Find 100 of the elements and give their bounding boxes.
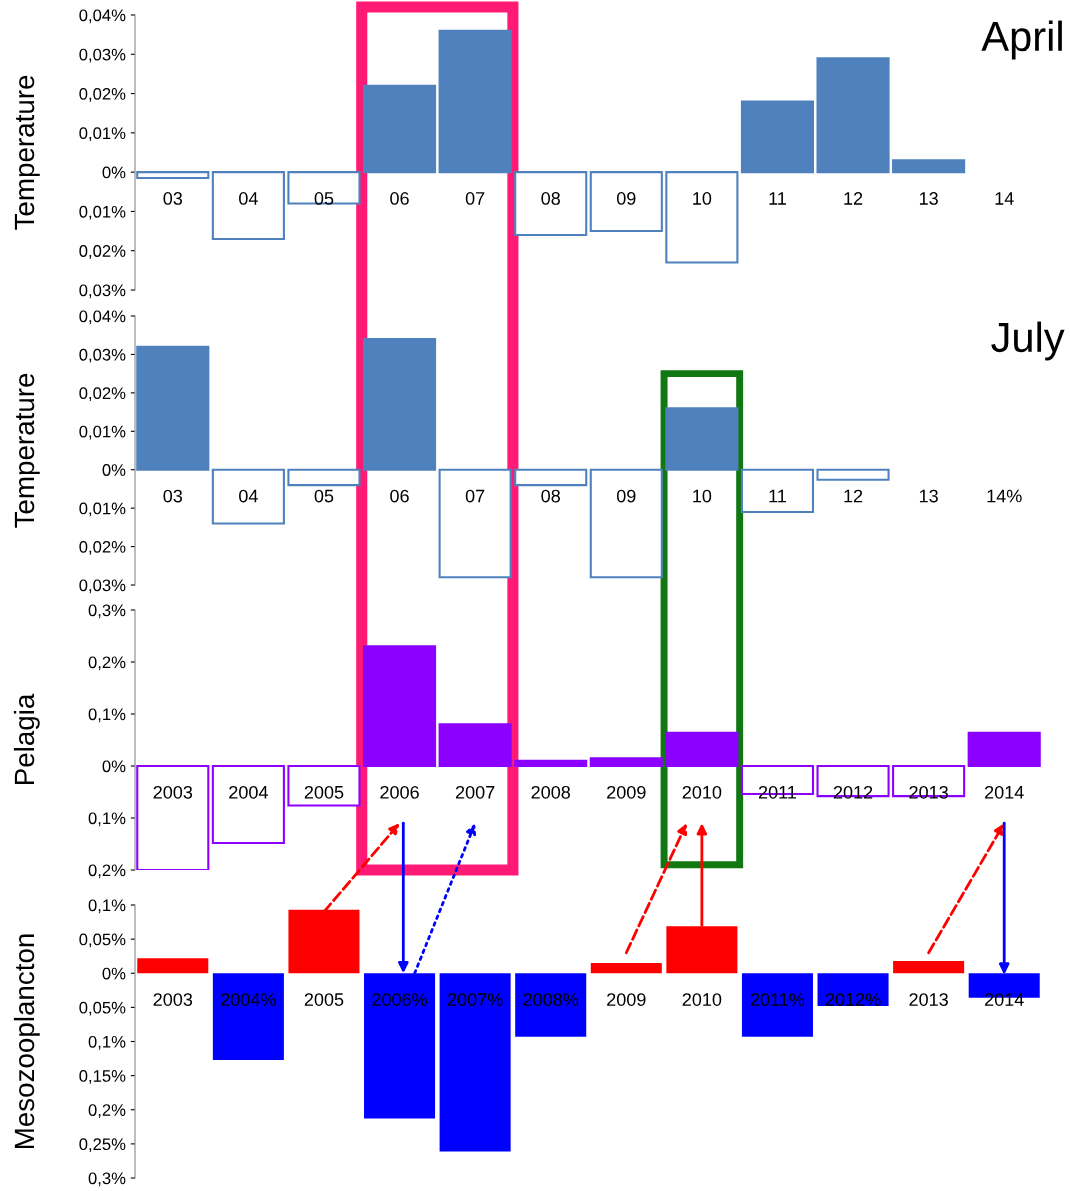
bar — [136, 764, 210, 870]
y-tick-label: 0,05% — [79, 1001, 126, 1016]
y-tick-label: 0,03% — [79, 48, 126, 63]
bar — [211, 468, 285, 525]
x-tick-label: 2008 — [531, 785, 571, 799]
y-tick-label: 0% — [102, 967, 126, 980]
y-tick-label: 0,2% — [88, 1104, 126, 1118]
y-tick-label: 0,02% — [79, 245, 126, 259]
bar — [515, 973, 587, 1037]
bar — [740, 468, 815, 514]
bar — [967, 731, 1041, 768]
y-axis-title: Mesozooplancton — [13, 934, 40, 1149]
bar — [362, 645, 437, 768]
x-tick-label: 11 — [769, 489, 786, 503]
bar — [438, 723, 512, 768]
x-tick-label: 08 — [541, 192, 560, 205]
y-tick-label: 0,01% — [79, 205, 126, 220]
y-tick-label: 0% — [102, 166, 126, 179]
y-tick-label: 0% — [102, 464, 126, 476]
bar — [212, 973, 284, 1060]
bar — [438, 29, 512, 174]
y-tick-label: 0,01% — [79, 425, 126, 440]
x-tick-label: 2006 — [380, 785, 419, 799]
bar — [287, 171, 361, 205]
x-tick-label: 03 — [163, 192, 183, 205]
y-axis-title: Temperature — [14, 373, 40, 528]
bar — [589, 757, 663, 768]
y-tick-label: 0,1% — [88, 708, 126, 723]
x-tick-label: 2010 — [682, 785, 722, 799]
y-tick-label: 0,3% — [88, 1172, 126, 1187]
bar — [211, 171, 285, 240]
bar — [816, 57, 890, 174]
x-tick-label: 03 — [163, 489, 183, 503]
bar — [439, 973, 511, 1152]
x-tick-label: 10 — [693, 489, 712, 503]
bar — [137, 958, 209, 974]
x-tick-label: 2009 — [607, 993, 646, 1006]
bar — [817, 973, 889, 1007]
x-tick-label: 14% — [987, 489, 1022, 503]
bar — [816, 468, 890, 481]
y-tick-label: 0,01% — [79, 127, 126, 142]
x-tick-label: 09 — [616, 489, 636, 503]
x-tick-label: 2004 — [229, 785, 268, 799]
y-tick-label: 0,02% — [79, 87, 126, 102]
bar — [362, 338, 437, 471]
x-tick-label: 2013 — [909, 993, 948, 1006]
bar — [589, 468, 663, 579]
bar — [665, 731, 739, 768]
x-tick-label: 2011% — [750, 993, 805, 1006]
y-tick-label: 0,2% — [88, 864, 126, 879]
x-tick-label: 13 — [919, 489, 938, 503]
bar — [741, 973, 813, 1037]
bar — [514, 759, 588, 768]
x-tick-label: 05 — [314, 489, 334, 503]
x-tick-label: 2005 — [304, 993, 344, 1006]
x-tick-label: 07 — [465, 192, 485, 205]
y-tick-label: 0,01% — [79, 502, 126, 517]
y-tick-label: 0,03% — [79, 284, 126, 299]
bar — [590, 963, 662, 974]
x-tick-label: 2007 — [455, 785, 495, 799]
y-axis-title: Temperature — [14, 75, 40, 230]
bar — [740, 100, 815, 174]
bar — [287, 468, 361, 487]
y-tick-label: 0% — [102, 760, 126, 773]
y-tick-label: 0,02% — [79, 540, 126, 555]
y-tick-label: 0,04% — [79, 310, 126, 325]
x-tick-label: 10 — [693, 192, 712, 205]
bar — [211, 764, 285, 844]
x-tick-label: 12 — [844, 489, 863, 503]
x-tick-label: 2003 — [153, 993, 193, 1006]
x-tick-label: 14 — [995, 192, 1014, 205]
bar — [514, 468, 588, 487]
y-tick-label: 0,04% — [79, 9, 126, 24]
bar — [589, 171, 663, 233]
bar — [136, 345, 210, 471]
x-tick-label: 2007% — [447, 993, 503, 1006]
bar — [362, 84, 437, 174]
x-tick-label: 04 — [239, 192, 258, 205]
annotation: July — [991, 321, 1065, 361]
y-tick-label: 0,3% — [88, 604, 126, 619]
bar — [893, 960, 965, 974]
x-tick-label: 2012% — [825, 993, 881, 1006]
y-tick-label: 0,02% — [79, 387, 126, 402]
y-tick-label: 0,1% — [88, 899, 126, 914]
x-tick-label: 11 — [769, 192, 786, 205]
x-tick-label: 12 — [844, 192, 863, 205]
x-tick-label: 2010 — [682, 993, 722, 1006]
bar — [438, 468, 512, 579]
bar — [136, 171, 210, 180]
x-tick-label: 09 — [616, 192, 636, 205]
y-tick-label: 0,03% — [79, 348, 126, 363]
x-tick-label: 08 — [541, 489, 560, 503]
bar — [892, 159, 966, 174]
y-tick-label: 0,15% — [79, 1070, 126, 1084]
x-tick-label: 2005 — [304, 785, 344, 799]
y-tick-label: 0,1% — [88, 1035, 126, 1050]
y-tick-label: 0,03% — [79, 579, 126, 594]
x-tick-label: 07 — [465, 489, 485, 503]
annotation: April — [981, 20, 1062, 60]
x-tick-label: 04 — [239, 489, 258, 503]
